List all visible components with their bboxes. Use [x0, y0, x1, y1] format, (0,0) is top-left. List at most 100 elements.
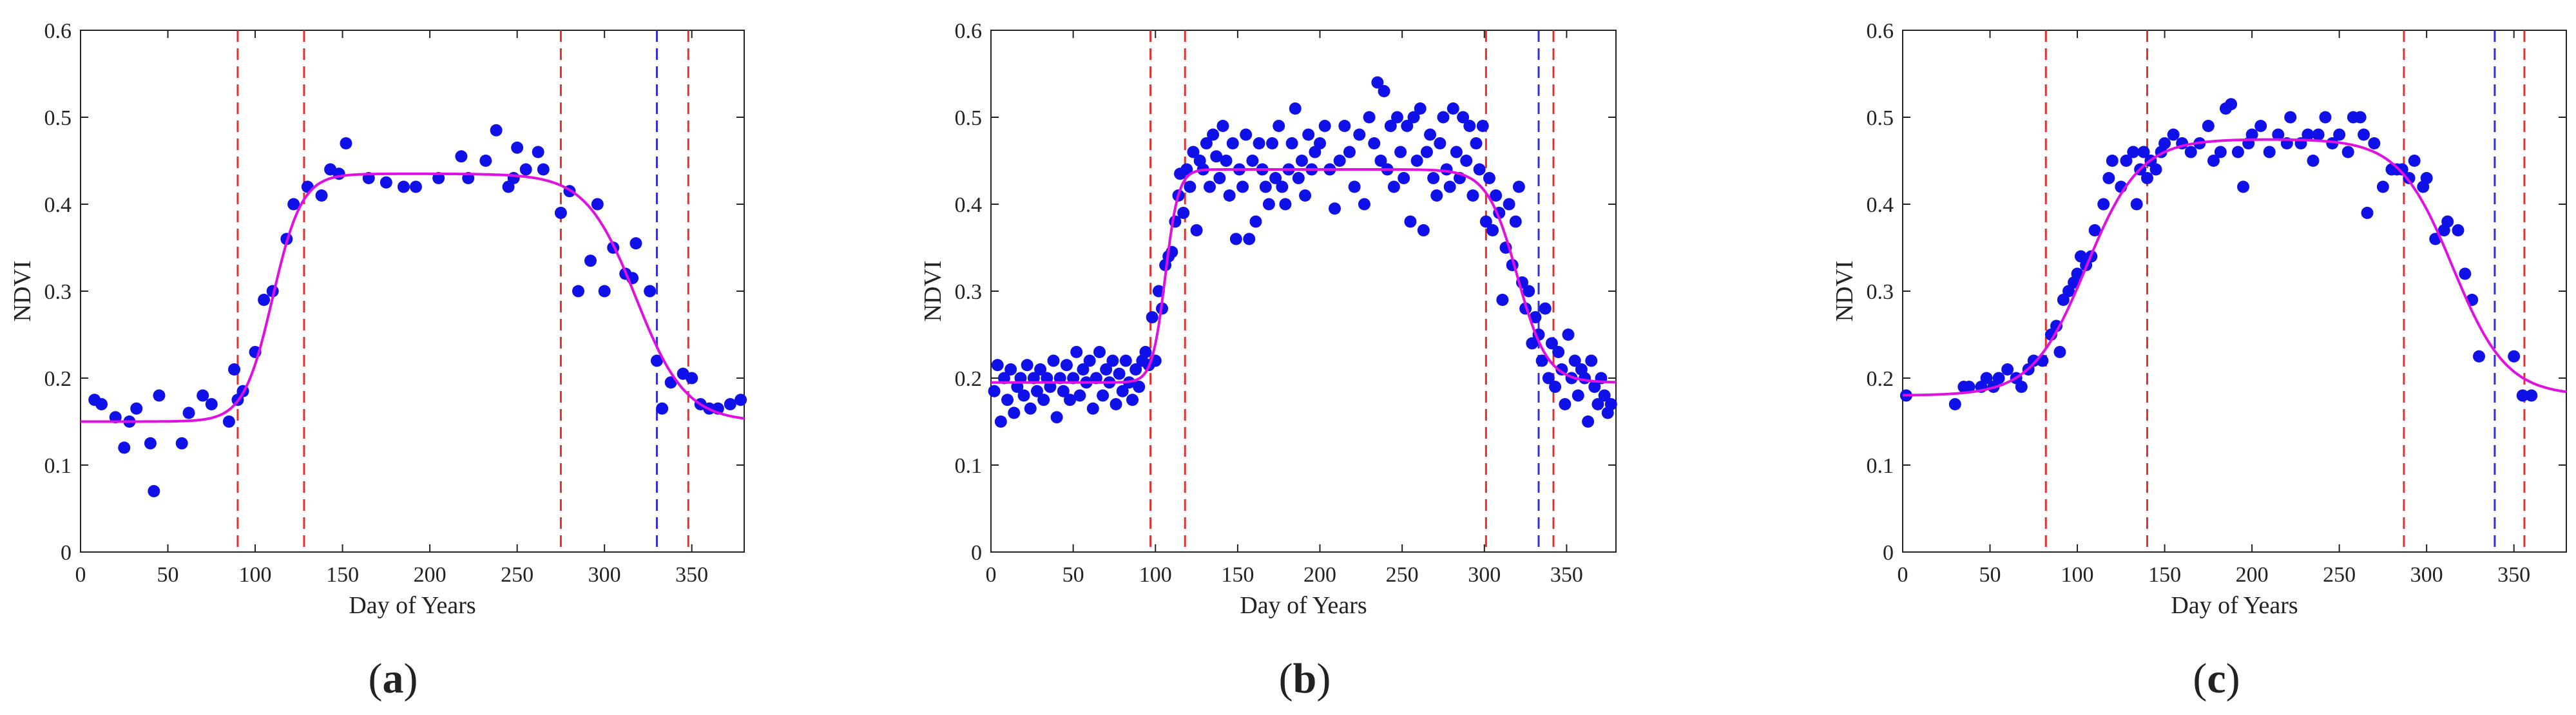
- ndvi-point: [2408, 155, 2421, 167]
- ndvi-point: [1226, 137, 1239, 149]
- x-axis-label: Day of Years: [1240, 592, 1367, 619]
- ndvi-point: [2302, 128, 2314, 141]
- x-tick-label: 300: [2410, 563, 2443, 587]
- ndvi-point: [1473, 163, 1486, 176]
- panel-label: (a): [369, 655, 418, 702]
- fitted-curve: [991, 168, 1617, 384]
- ndvi-point: [2516, 389, 2529, 402]
- ndvi-point: [2333, 128, 2346, 141]
- ndvi-point: [258, 294, 271, 306]
- ndvi-point: [1314, 137, 1327, 149]
- ndvi-point: [2184, 146, 2197, 158]
- ndvi-point: [1582, 415, 1595, 428]
- ndvi-point: [1249, 215, 1262, 228]
- x-tick-label: 300: [1468, 563, 1501, 587]
- ndvi-point: [1318, 120, 1331, 132]
- x-tick-label: 0: [1898, 563, 1908, 587]
- ndvi-point: [1535, 354, 1548, 367]
- x-tick-label: 100: [2061, 563, 2094, 587]
- y-axis-label: NDVI: [9, 261, 36, 322]
- ndvi-point: [1210, 150, 1223, 163]
- ndvi-point: [735, 394, 747, 406]
- x-tick-label: 100: [239, 563, 272, 587]
- ndvi-point: [1417, 224, 1430, 236]
- ndvi-point: [1001, 394, 1014, 406]
- ndvi-point: [1440, 163, 1453, 176]
- ndvi-point: [1024, 402, 1037, 415]
- ndvi-point: [1476, 120, 1489, 132]
- ndvi-point: [1980, 372, 1993, 385]
- ndvi-point: [1223, 189, 1236, 202]
- ndvi-point: [1204, 180, 1216, 193]
- ndvi-point: [1097, 389, 1110, 402]
- ndvi-point: [1047, 354, 1060, 367]
- y-tick-label: 0: [61, 541, 72, 565]
- ndvi-point: [1585, 354, 1598, 367]
- ndvi-point: [2015, 381, 2028, 393]
- ndvi-point: [2050, 319, 2063, 332]
- ndvi-point: [1512, 180, 1525, 193]
- x-tick-label: 150: [326, 563, 359, 587]
- ndvi-point: [2441, 215, 2454, 228]
- x-tick-label: 50: [157, 563, 179, 587]
- ndvi-point: [2459, 267, 2472, 280]
- ndvi-point: [1004, 363, 1017, 376]
- ndvi-point: [1276, 180, 1289, 193]
- y-tick-label: 0.6: [955, 19, 983, 43]
- ndvi-point: [2120, 155, 2133, 167]
- ndvi-point: [1184, 180, 1197, 193]
- ndvi-point: [2214, 146, 2227, 158]
- ndvi-point: [228, 363, 241, 376]
- ndvi-point: [2263, 146, 2276, 158]
- ndvi-point: [1568, 354, 1581, 367]
- ndvi-point: [1295, 155, 1308, 167]
- ndvi-point: [397, 180, 410, 193]
- ndvi-point: [1246, 155, 1259, 167]
- ndvi-point: [1060, 359, 1073, 372]
- ndvi-point: [1285, 137, 1298, 149]
- ndvi-point: [1073, 389, 1086, 402]
- ndvi-point: [988, 385, 1001, 397]
- panel-letter: c: [2207, 655, 2225, 702]
- ndvi-point: [650, 354, 663, 367]
- ndvi-point: [2284, 111, 2297, 124]
- y-tick-label: 0: [971, 541, 982, 565]
- ndvi-point: [1384, 120, 1397, 132]
- ndvi-point: [315, 189, 328, 202]
- ndvi-point: [584, 254, 597, 267]
- y-tick-label: 0.1: [1867, 454, 1894, 478]
- ndvi-point: [1187, 146, 1200, 158]
- ndvi-point: [1008, 406, 1021, 419]
- x-tick-label: 350: [2497, 563, 2530, 587]
- x-tick-label: 200: [1303, 563, 1336, 587]
- ndvi-point: [490, 124, 503, 137]
- y-tick-label: 0.4: [44, 193, 72, 217]
- ndvi-point: [1213, 172, 1226, 184]
- ndvi-point: [175, 437, 188, 450]
- ndvi-point: [1070, 346, 1083, 358]
- ndvi-point: [1064, 394, 1077, 406]
- ndvi-point: [1077, 363, 1090, 376]
- ndvi-point: [1358, 198, 1370, 211]
- ndvi-point: [1401, 120, 1414, 132]
- ndvi-point: [2420, 172, 2433, 184]
- x-tick-label: 200: [2236, 563, 2269, 587]
- ndvi-point: [1378, 85, 1390, 97]
- ndvi-point: [1236, 180, 1249, 193]
- ndvi-point: [537, 163, 550, 176]
- x-tick-label: 250: [1386, 563, 1419, 587]
- ndvi-point: [1404, 215, 1417, 228]
- x-tick-label: 250: [501, 563, 533, 587]
- ndvi-point: [507, 172, 520, 184]
- x-tick-label: 300: [588, 563, 621, 587]
- y-tick-label: 0.2: [1867, 367, 1894, 391]
- ndvi-point: [630, 237, 642, 250]
- ndvi-point: [1391, 111, 1403, 124]
- ndvi-point: [1207, 128, 1220, 141]
- ndvi-point: [479, 155, 492, 167]
- y-tick-label: 0.3: [44, 280, 72, 304]
- x-tick-label: 350: [1550, 563, 1583, 587]
- ndvi-point: [2312, 128, 2325, 141]
- ndvi-point: [1113, 367, 1126, 380]
- ndvi-point: [182, 406, 195, 419]
